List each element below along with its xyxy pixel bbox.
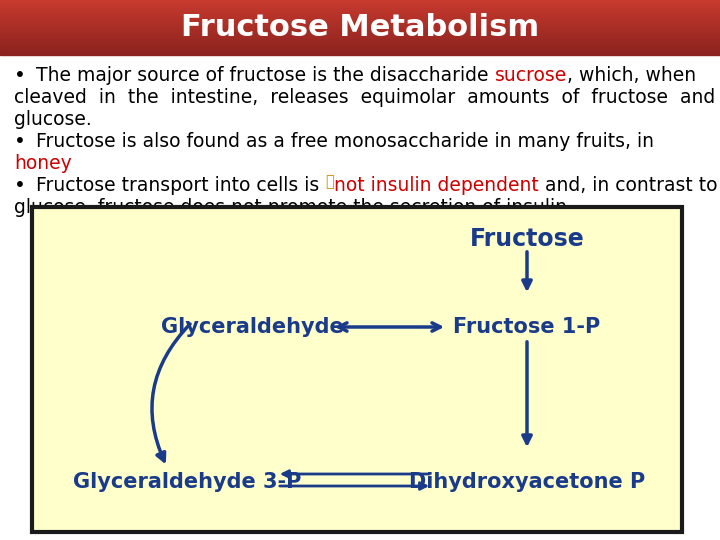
Bar [0, 51, 720, 52]
Bar [0, 47, 720, 48]
Text: Fructose Metabolism: Fructose Metabolism [181, 13, 539, 42]
Bar [0, 52, 720, 53]
Bar [0, 54, 720, 55]
Text: sucrose: sucrose [495, 66, 567, 85]
Bar [0, 34, 720, 35]
Bar [0, 5, 720, 6]
Text: and, in contrast to: and, in contrast to [539, 176, 717, 195]
Text: , which, when: , which, when [567, 66, 696, 85]
Bar [0, 20, 720, 21]
Bar [0, 28, 720, 29]
Bar [0, 29, 720, 30]
Bar [0, 31, 720, 32]
Text: glucose, fructose does not promote the secretion of insulin.: glucose, fructose does not promote the s… [14, 198, 573, 217]
Bar [0, 48, 720, 49]
Bar [0, 30, 720, 31]
Bar [0, 15, 720, 16]
Text: Glyceraldehyde: Glyceraldehyde [161, 317, 343, 337]
Bar [0, 12, 720, 13]
Bar [0, 18, 720, 19]
Bar [0, 2, 720, 3]
Bar [0, 53, 720, 54]
Text: Fructose: Fructose [469, 227, 585, 251]
Bar [0, 11, 720, 12]
Bar [0, 40, 720, 41]
Bar [0, 13, 720, 14]
Bar [0, 1, 720, 2]
Bar [0, 23, 720, 24]
Bar [0, 9, 720, 10]
Text: •: • [14, 176, 26, 195]
Text: glucose.: glucose. [14, 110, 91, 129]
Bar [0, 8, 720, 9]
Text: Dihydroxyacetone P: Dihydroxyacetone P [409, 472, 645, 492]
Bar [0, 45, 720, 46]
Text: not insulin dependent: not insulin dependent [334, 176, 539, 195]
Bar [0, 17, 720, 18]
Text: •: • [14, 66, 26, 85]
Bar [0, 19, 720, 20]
Bar [0, 50, 720, 51]
Text: Fructose transport into cells is: Fructose transport into cells is [36, 176, 325, 195]
Bar [0, 33, 720, 34]
Bar [0, 6, 720, 8]
Bar [0, 0, 720, 1]
Bar [0, 49, 720, 50]
Bar [0, 37, 720, 38]
Bar [0, 21, 720, 22]
Text: The major source of fructose is the disaccharide: The major source of fructose is the disa… [36, 66, 495, 85]
Text: Fructose is also found as a free monosaccharide in many fruits, in: Fructose is also found as a free monosac… [36, 132, 654, 151]
Bar [0, 43, 720, 44]
Bar [0, 16, 720, 17]
Text: Fructose 1-P: Fructose 1-P [454, 317, 600, 337]
Bar [0, 32, 720, 33]
Bar [0, 35, 720, 36]
Bar [0, 24, 720, 25]
Bar [0, 38, 720, 39]
Bar [0, 39, 720, 40]
Text: •: • [14, 132, 26, 151]
Bar [0, 10, 720, 11]
Bar [0, 26, 720, 28]
Bar [0, 41, 720, 42]
Bar [0, 4, 720, 5]
Bar [0, 3, 720, 4]
Bar [0, 22, 720, 23]
Text: Glyceraldehyde 3-P: Glyceraldehyde 3-P [73, 472, 301, 492]
Bar [0, 44, 720, 45]
Text: honey: honey [14, 154, 72, 173]
FancyBboxPatch shape [32, 207, 682, 532]
Text: cleaved  in  the  intestine,  releases  equimolar  amounts  of  fructose  and: cleaved in the intestine, releases equim… [14, 88, 715, 107]
Bar [0, 36, 720, 37]
Text: 🔊: 🔊 [325, 174, 334, 189]
Bar [0, 14, 720, 15]
Bar [0, 25, 720, 26]
Bar [0, 42, 720, 43]
Bar [0, 46, 720, 47]
